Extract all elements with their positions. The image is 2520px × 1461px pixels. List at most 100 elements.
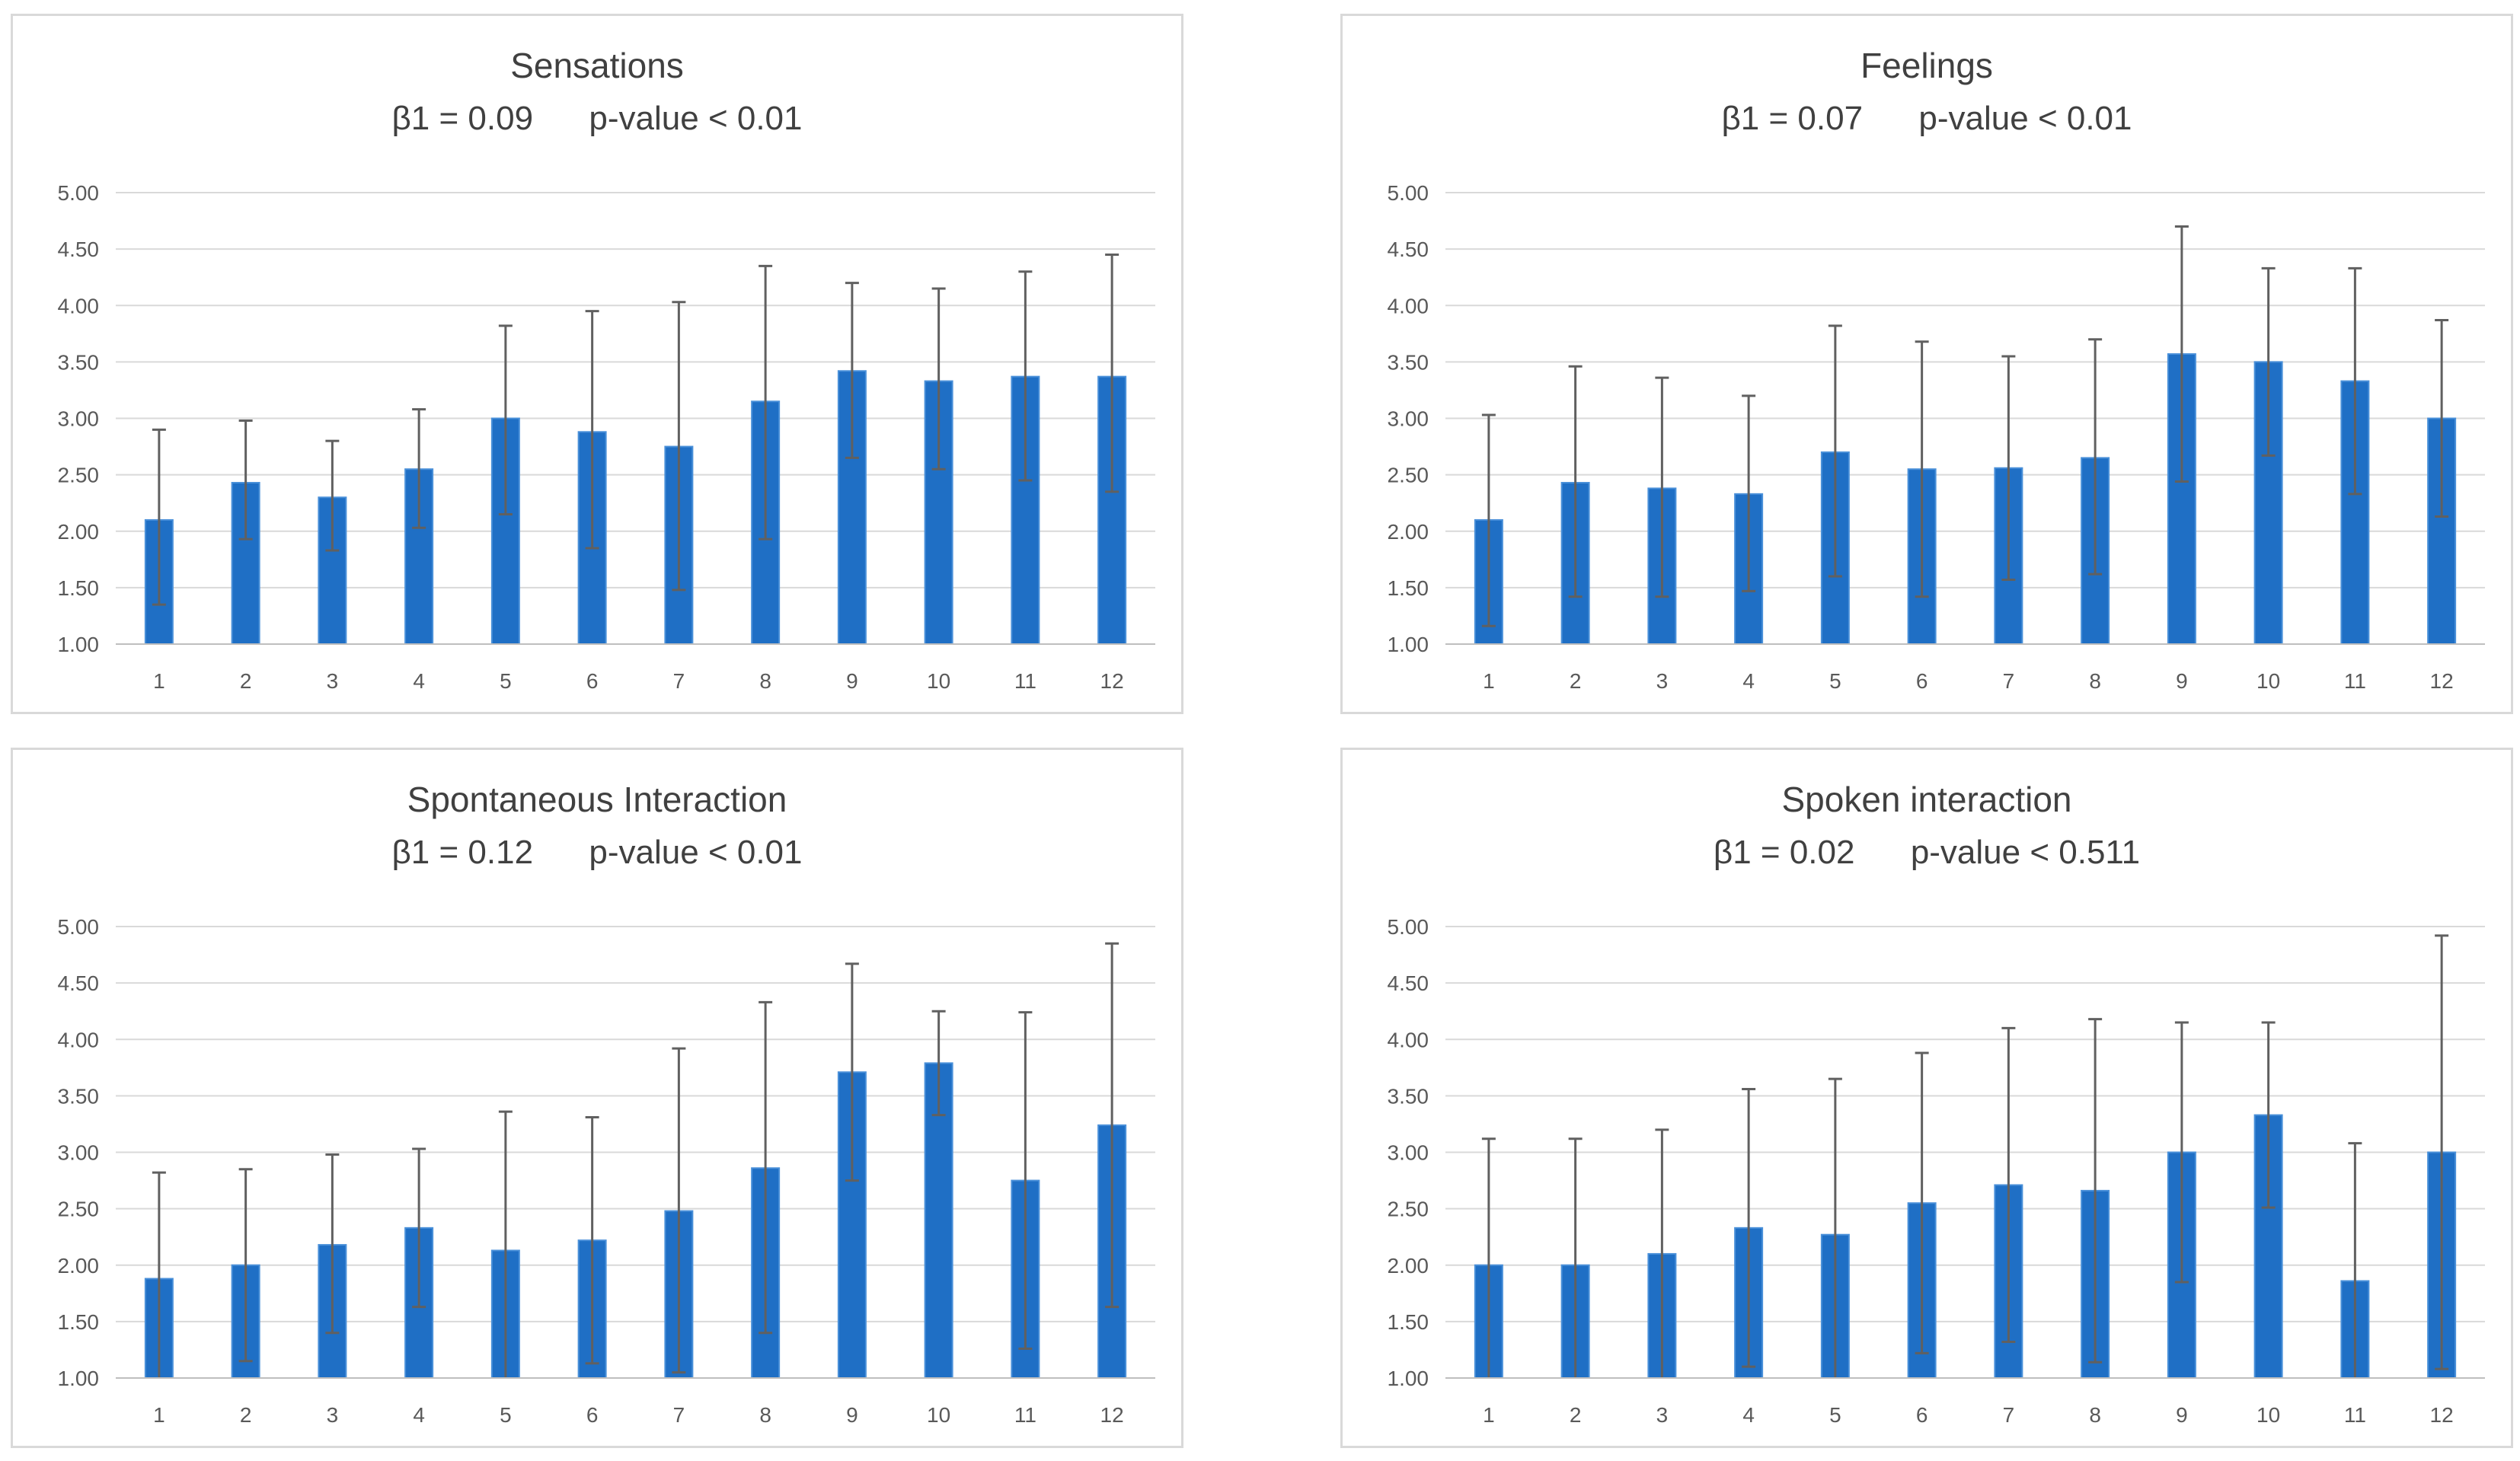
y-tick-label: 4.00 [1388, 1028, 1429, 1051]
y-tick-label: 4.50 [58, 971, 100, 995]
x-tick-label: 6 [1916, 669, 1928, 693]
y-tick-label: 3.50 [1388, 1084, 1429, 1108]
x-tick-label: 4 [413, 669, 425, 693]
plot-area: 1.001.502.002.503.003.504.004.505.001 2 3 4… [1388, 915, 2485, 1427]
x-tick-label: 8 [759, 669, 771, 693]
chart-title: Spontaneous Interaction [407, 780, 787, 819]
x-tick-label: 2 [240, 669, 252, 693]
x-tick-label: 6 [586, 669, 599, 693]
x-tick-label: 12 [2430, 669, 2454, 693]
x-tick-label: 12 [1100, 669, 1124, 693]
beta-label: β1 = 0.12 [391, 834, 534, 871]
x-tick-label: 6 [586, 1403, 599, 1427]
plot-area: 1.00 1.50 2.00 2.50 3.00 3.50 4.00 4.50 5.00 1 2 3 4… [1388, 181, 2485, 693]
y-tick-label: 3.00 [1388, 407, 1429, 431]
chart-stats: β1 = 0.07 p-value < 0.01 [1343, 100, 2511, 138]
y-tick-label: 2.00 [58, 1254, 100, 1278]
chart-stats: β1 = 0.12 p-value < 0.01 [13, 834, 1181, 872]
x-tick-label: 5 [1829, 1403, 1841, 1427]
x-tick-label: 12 [2430, 1403, 2454, 1427]
x-tick-label: 7 [2003, 1403, 2015, 1427]
x-tick-label: 10 [2257, 669, 2280, 693]
y-tick-label: 1.00 [58, 633, 100, 656]
y-tick-label: 4.00 [58, 1028, 100, 1051]
x-tick-label: 8 [2089, 669, 2101, 693]
y-tick-label: 5.00 [1388, 181, 1429, 205]
y-tick-label: 5.00 [1388, 915, 1429, 939]
y-tick-label: 4.00 [1388, 294, 1429, 317]
chart-stats: β1 = 0.02 p-value < 0.511 [1343, 834, 2511, 872]
y-tick-label: 4.50 [58, 238, 100, 261]
y-tick-label: 5.00 [58, 181, 100, 205]
x-tick-label: 3 [327, 1403, 339, 1427]
chart-title: Feelings [1860, 46, 1993, 85]
y-tick-label: 3.00 [58, 1141, 100, 1165]
p-value-label: p-value < 0.01 [589, 100, 803, 137]
chart-panel-spoken-interaction: Spoken interaction β1 = 0.02 p-value < 0… [1340, 748, 2513, 1448]
x-tick-label: 3 [327, 669, 339, 693]
y-tick-label: 4.00 [58, 294, 100, 317]
y-tick-label: 3.50 [58, 1084, 100, 1108]
x-tick-label: 3 [1656, 1403, 1669, 1427]
chart-panel-spontaneous-interaction: Spontaneous Interaction β1 = 0.12 p-valu… [11, 748, 1183, 1448]
x-tick-label: 5 [500, 1403, 512, 1427]
y-tick-label: 2.50 [1388, 1198, 1429, 1221]
y-tick-label: 1.00 [1388, 633, 1429, 656]
x-tick-label: 11 [2344, 1403, 2366, 1427]
x-tick-label: 1 [153, 669, 165, 693]
x-tick-label: 4 [1742, 669, 1755, 693]
y-tick-label: 2.50 [58, 1198, 100, 1221]
plot-area: 1.001.502.002.503.003.504.004.505.001 2 3 4… [58, 181, 1155, 693]
x-tick-label: 11 [2344, 669, 2366, 693]
chart-stats: β1 = 0.09 p-value < 0.01 [13, 100, 1181, 138]
x-tick-label: 5 [1829, 669, 1841, 693]
chart-title: Sensations [510, 46, 684, 85]
x-tick-label: 1 [153, 1403, 165, 1427]
beta-label: β1 = 0.02 [1713, 834, 1855, 871]
y-tick-label: 1.50 [58, 1310, 100, 1334]
x-tick-label: 11 [1014, 669, 1036, 693]
x-tick-label: 2 [240, 1403, 252, 1427]
x-tick-label: 10 [927, 669, 950, 693]
x-tick-label: 8 [759, 1403, 771, 1427]
x-tick-label: 3 [1656, 669, 1669, 693]
x-tick-label: 2 [1570, 1403, 1582, 1427]
x-tick-label: 7 [2003, 669, 2015, 693]
x-tick-label: 1 [1483, 669, 1495, 693]
p-value-label: p-value < 0.01 [1918, 100, 2132, 137]
x-tick-label: 10 [2257, 1403, 2280, 1427]
y-tick-label: 2.00 [1388, 520, 1429, 544]
y-tick-label: 1.00 [58, 1367, 100, 1390]
y-tick-label: 2.00 [1388, 1254, 1429, 1278]
x-tick-label: 8 [2089, 1403, 2101, 1427]
x-tick-label: 5 [500, 669, 512, 693]
y-tick-label: 1.50 [1388, 576, 1429, 600]
p-value-label: p-value < 0.01 [589, 834, 803, 871]
y-tick-label: 4.50 [1388, 238, 1429, 261]
x-tick-label: 9 [846, 669, 858, 693]
y-tick-label: 3.00 [58, 407, 100, 431]
y-tick-label: 3.50 [58, 350, 100, 374]
x-tick-label: 1 [1483, 1403, 1495, 1427]
x-tick-label: 10 [927, 1403, 950, 1427]
y-tick-label: 4.50 [1388, 971, 1429, 995]
x-tick-label: 9 [2176, 669, 2188, 693]
chart-title: Spoken interaction [1781, 780, 2072, 819]
y-tick-label: 1.50 [58, 576, 100, 600]
x-tick-label: 11 [1014, 1403, 1036, 1427]
y-tick-label: 3.50 [1388, 350, 1429, 374]
beta-label: β1 = 0.07 [1721, 100, 1864, 137]
y-tick-label: 2.00 [58, 520, 100, 544]
x-tick-label: 6 [1916, 1403, 1928, 1427]
y-tick-label: 5.00 [58, 915, 100, 939]
x-tick-label: 9 [2176, 1403, 2188, 1427]
y-tick-label: 2.50 [1388, 464, 1429, 487]
x-tick-label: 7 [673, 669, 685, 693]
y-tick-label: 3.00 [1388, 1141, 1429, 1165]
y-tick-label: 2.50 [58, 464, 100, 487]
x-tick-label: 9 [846, 1403, 858, 1427]
y-tick-label: 1.50 [1388, 1310, 1429, 1334]
x-tick-label: 7 [673, 1403, 685, 1427]
chart-panel-sensations: Sensations β1 = 0.09 p-value < 0.01 1.00… [11, 14, 1183, 714]
beta-label: β1 = 0.09 [391, 100, 534, 137]
